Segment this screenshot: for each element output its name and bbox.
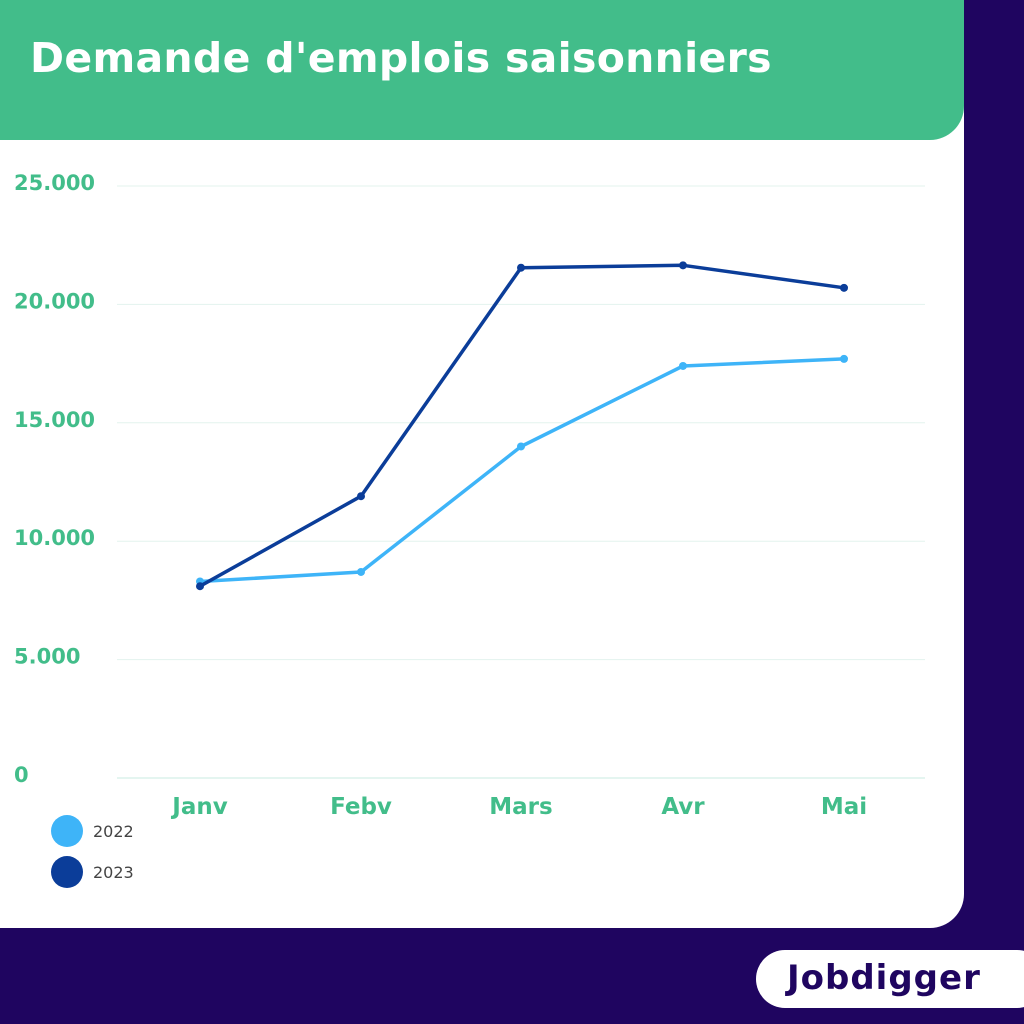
y-axis-tick-labels: 0 5.000 10.000 15.000 20.000 25.000 <box>14 171 95 787</box>
data-point <box>357 492 365 501</box>
data-point <box>517 442 525 451</box>
gridlines <box>117 185 925 779</box>
jobdigger-logo: Jobdigger <box>756 950 1024 1008</box>
chart-card: Demande d'emplois saisonniers 0 5.000 10.0… <box>0 0 964 928</box>
y-tick-label: 15.000 <box>14 408 95 432</box>
x-tick-label: Mars <box>489 794 552 820</box>
y-tick-label: 5.000 <box>14 645 80 669</box>
series-line-2023 <box>198 263 846 588</box>
x-tick-label: Mai <box>821 794 867 820</box>
title-banner: Demande d'emplois saisonniers <box>0 0 964 140</box>
legend-swatch-2022 <box>51 815 83 847</box>
y-tick-label: 20.000 <box>14 289 95 313</box>
data-point <box>679 261 687 270</box>
chart-title: Demande d'emplois saisonniers <box>30 34 772 82</box>
x-axis-tick-labels: Janv Febv Mars Avr Mai <box>170 794 867 820</box>
x-tick-label: Febv <box>330 794 392 820</box>
legend-label: 2023 <box>93 863 134 882</box>
data-point <box>196 582 204 591</box>
data-point <box>357 567 365 576</box>
data-point <box>840 354 848 363</box>
x-tick-label: Janv <box>170 794 227 820</box>
x-tick-label: Avr <box>661 794 705 820</box>
y-tick-label: 0 <box>14 763 29 787</box>
legend-swatch-2023 <box>51 856 83 888</box>
y-tick-label: 25.000 <box>14 171 95 195</box>
series-line-2022 <box>198 357 846 584</box>
data-point <box>679 361 687 370</box>
line-chart: 0 5.000 10.000 15.000 20.000 25.000 Janv Febv M… <box>14 171 925 888</box>
legend: 2022 2023 <box>51 815 134 888</box>
data-point <box>840 283 848 292</box>
data-point <box>517 263 525 272</box>
legend-label: 2022 <box>93 822 134 841</box>
logo-text: Jobdigger <box>787 958 981 998</box>
data-series <box>196 261 848 591</box>
y-tick-label: 10.000 <box>14 526 95 550</box>
